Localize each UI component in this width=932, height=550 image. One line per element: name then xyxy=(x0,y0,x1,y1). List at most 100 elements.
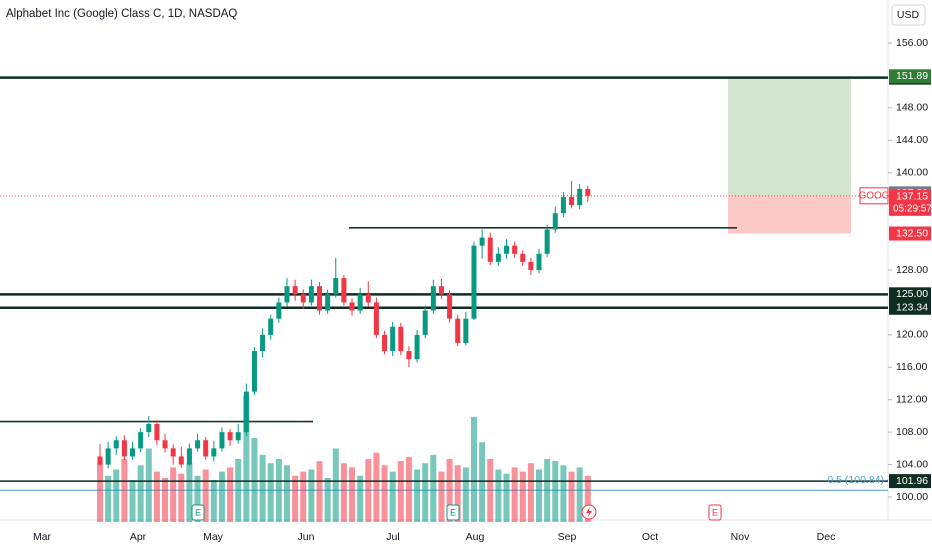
volume-bar xyxy=(292,475,299,522)
candle-body xyxy=(512,245,518,254)
volume-bar xyxy=(552,461,559,522)
earnings-icon xyxy=(708,504,722,521)
volume-bar xyxy=(202,469,209,522)
candle-body xyxy=(235,432,241,441)
volume-bar xyxy=(235,459,242,522)
candle-body xyxy=(382,334,388,352)
volume-bar xyxy=(560,465,567,522)
candle-body xyxy=(186,448,192,465)
currency[interactable]: USD xyxy=(897,9,920,21)
symbol-tag xyxy=(859,187,889,205)
y-tick-label: 156.00 xyxy=(896,37,928,49)
volume-bar xyxy=(397,461,404,522)
candle-body xyxy=(130,448,136,457)
candle-body xyxy=(536,253,542,270)
volume-bar xyxy=(438,471,445,522)
volume-bar xyxy=(210,480,217,522)
candle-body xyxy=(146,424,152,433)
volume-bar xyxy=(267,463,274,522)
y-tick-label: 108.00 xyxy=(896,426,928,438)
volume-bar xyxy=(275,459,282,522)
volume-bar xyxy=(405,456,412,522)
symbol: GOOG xyxy=(858,190,889,201)
volume-bar xyxy=(487,459,494,522)
candle-body xyxy=(276,302,282,319)
volume-bar xyxy=(178,473,185,522)
candle-body xyxy=(341,278,347,303)
volume-bar xyxy=(373,452,380,522)
currency-button[interactable] xyxy=(891,4,926,26)
x-tick-label: Nov xyxy=(731,531,750,543)
candle-body xyxy=(178,456,184,465)
earnings-icon xyxy=(191,504,205,521)
candle-body xyxy=(390,326,396,352)
countdown: 05:29:57 xyxy=(893,203,932,214)
earnings-label: E xyxy=(712,507,718,517)
volume-bar xyxy=(251,438,258,522)
volume-bar xyxy=(340,463,347,522)
last-price: 137.15 xyxy=(896,191,928,203)
candle-body xyxy=(113,440,119,449)
volume-bar xyxy=(316,461,323,522)
volume-bar xyxy=(300,471,307,522)
x-tick-label: Sep xyxy=(558,531,577,543)
candle-body xyxy=(300,294,306,303)
volume-bar xyxy=(365,459,372,522)
candle-body xyxy=(471,245,477,319)
candle-body xyxy=(162,440,168,449)
candle-body xyxy=(504,245,509,254)
volume-bar xyxy=(243,396,250,522)
candle-body xyxy=(154,424,160,441)
candle-body xyxy=(365,294,371,303)
candle-body xyxy=(528,261,534,270)
volume-bar xyxy=(145,448,152,522)
volume-bar xyxy=(462,467,469,522)
volume-bar xyxy=(186,463,193,522)
volume-bar xyxy=(105,475,112,522)
fib-label: 0.5 (100.84) xyxy=(827,474,884,486)
y-tick-label: 116.00 xyxy=(896,361,927,373)
candle-body xyxy=(251,351,257,392)
volume-bar xyxy=(381,465,388,522)
level-label: 123.34 xyxy=(896,302,928,314)
volume-bar xyxy=(218,471,225,522)
volume-bar xyxy=(357,475,364,522)
candle-body xyxy=(520,253,526,262)
level-label-bg xyxy=(889,287,931,302)
candle-body xyxy=(414,334,420,360)
volume-bar xyxy=(259,454,266,522)
y-tick-label: 140.00 xyxy=(896,166,928,178)
volume-bar xyxy=(495,469,502,522)
candle-body xyxy=(349,302,355,311)
candle-body xyxy=(170,448,176,457)
volume-bar xyxy=(308,469,315,522)
candle-body xyxy=(585,188,591,196)
candle-body xyxy=(552,213,558,230)
candle-body xyxy=(569,197,575,206)
y-tick-label: 148.00 xyxy=(896,102,928,114)
earnings-icon xyxy=(446,504,460,521)
volume-bar xyxy=(153,471,160,522)
position-label-bg xyxy=(889,69,931,84)
volume-bar xyxy=(470,417,477,522)
volume-bar xyxy=(576,467,583,522)
candle-body xyxy=(544,229,550,254)
volume-bar xyxy=(97,463,103,522)
candle-body xyxy=(97,456,103,465)
candle-body xyxy=(560,197,566,214)
position-label: 151.89 xyxy=(896,70,928,82)
candle-body xyxy=(406,351,412,360)
volume-bar xyxy=(584,475,591,522)
x-tick-label: Dec xyxy=(817,531,836,543)
volume-bar xyxy=(479,442,486,522)
candle-body xyxy=(373,302,379,335)
x-tick-label: Apr xyxy=(130,531,147,543)
volume-bar xyxy=(113,469,120,522)
volume-bar xyxy=(162,477,169,522)
volume-bar xyxy=(454,465,461,522)
y-tick-label: 104.00 xyxy=(896,458,928,470)
position-label-bg xyxy=(889,226,931,241)
y-tick-label: 120.00 xyxy=(896,329,928,341)
volume-bar xyxy=(544,459,551,522)
candle-body xyxy=(479,237,485,246)
